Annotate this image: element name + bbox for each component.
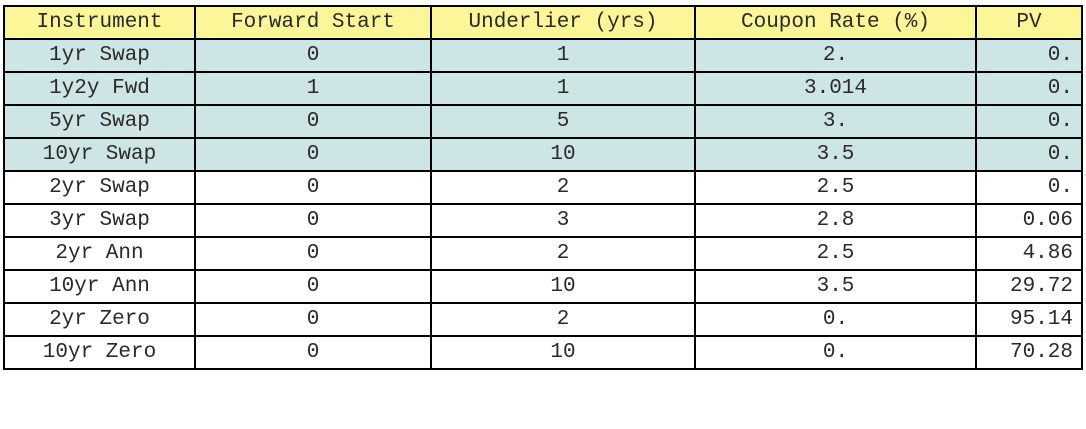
cell-forward-start: 0: [194, 104, 432, 139]
cell-coupon-rate: 2.8: [694, 203, 977, 238]
cell-instrument: 10yr Swap: [3, 137, 196, 172]
cell-pv: 0.: [975, 170, 1083, 205]
cell-forward-start: 0: [194, 203, 432, 238]
column-header-coupon-rate: Coupon Rate (%): [694, 5, 977, 40]
table-row: 1y2y Fwd 1 1 3.014 0.: [3, 71, 1083, 106]
cell-forward-start: 0: [194, 38, 432, 73]
cell-forward-start: 0: [194, 269, 432, 304]
cell-underlier: 2: [430, 302, 696, 337]
table-body: 1yr Swap 0 1 2. 0. 1y2y Fwd 1 1 3.014 0.…: [3, 38, 1083, 370]
column-header-forward-start: Forward Start: [194, 5, 432, 40]
cell-pv: 0.: [975, 71, 1083, 106]
cell-coupon-rate: 3.5: [694, 269, 977, 304]
cell-coupon-rate: 2.: [694, 38, 977, 73]
cell-pv: 0.: [975, 104, 1083, 139]
table-row: 10yr Swap 0 10 3.5 0.: [3, 137, 1083, 172]
cell-coupon-rate: 3.: [694, 104, 977, 139]
cell-forward-start: 0: [194, 170, 432, 205]
cell-instrument: 2yr Ann: [3, 236, 196, 271]
table-row: 2yr Ann 0 2 2.5 4.86: [3, 236, 1083, 271]
cell-pv: 4.86: [975, 236, 1083, 271]
cell-coupon-rate: 2.5: [694, 236, 977, 271]
table-row: 3yr Swap 0 3 2.8 0.06: [3, 203, 1083, 238]
column-header-instrument: Instrument: [3, 5, 196, 40]
cell-instrument: 10yr Zero: [3, 335, 196, 370]
cell-instrument: 3yr Swap: [3, 203, 196, 238]
cell-coupon-rate: 0.: [694, 302, 977, 337]
cell-underlier: 5: [430, 104, 696, 139]
cell-instrument: 2yr Zero: [3, 302, 196, 337]
instrument-table: Instrument Forward Start Underlier (yrs)…: [3, 5, 1083, 370]
table-row: 2yr Zero 0 2 0. 95.14: [3, 302, 1083, 337]
cell-instrument: 2yr Swap: [3, 170, 196, 205]
cell-underlier: 1: [430, 71, 696, 106]
cell-underlier: 2: [430, 236, 696, 271]
column-header-underlier: Underlier (yrs): [430, 5, 696, 40]
cell-instrument: 10yr Ann: [3, 269, 196, 304]
cell-forward-start: 0: [194, 236, 432, 271]
cell-coupon-rate: 3.5: [694, 137, 977, 172]
cell-underlier: 2: [430, 170, 696, 205]
cell-coupon-rate: 2.5: [694, 170, 977, 205]
cell-pv: 0.06: [975, 203, 1083, 238]
cell-instrument: 1y2y Fwd: [3, 71, 196, 106]
cell-underlier: 10: [430, 137, 696, 172]
cell-pv: 70.28: [975, 335, 1083, 370]
cell-forward-start: 1: [194, 71, 432, 106]
cell-pv: 95.14: [975, 302, 1083, 337]
cell-underlier: 3: [430, 203, 696, 238]
cell-instrument: 1yr Swap: [3, 38, 196, 73]
cell-coupon-rate: 0.: [694, 335, 977, 370]
table-header: Instrument Forward Start Underlier (yrs)…: [3, 5, 1083, 40]
cell-underlier: 10: [430, 335, 696, 370]
table-row: 10yr Zero 0 10 0. 70.28: [3, 335, 1083, 370]
column-header-pv: PV: [975, 5, 1083, 40]
cell-instrument: 5yr Swap: [3, 104, 196, 139]
table-row: 2yr Swap 0 2 2.5 0.: [3, 170, 1083, 205]
cell-pv: 0.: [975, 137, 1083, 172]
cell-forward-start: 0: [194, 137, 432, 172]
cell-forward-start: 0: [194, 302, 432, 337]
cell-coupon-rate: 3.014: [694, 71, 977, 106]
cell-underlier: 1: [430, 38, 696, 73]
table-row: 10yr Ann 0 10 3.5 29.72: [3, 269, 1083, 304]
cell-pv: 0.: [975, 38, 1083, 73]
table-row: 5yr Swap 0 5 3. 0.: [3, 104, 1083, 139]
cell-underlier: 10: [430, 269, 696, 304]
header-row: Instrument Forward Start Underlier (yrs)…: [3, 5, 1083, 40]
table-row: 1yr Swap 0 1 2. 0.: [3, 38, 1083, 73]
cell-forward-start: 0: [194, 335, 432, 370]
cell-pv: 29.72: [975, 269, 1083, 304]
